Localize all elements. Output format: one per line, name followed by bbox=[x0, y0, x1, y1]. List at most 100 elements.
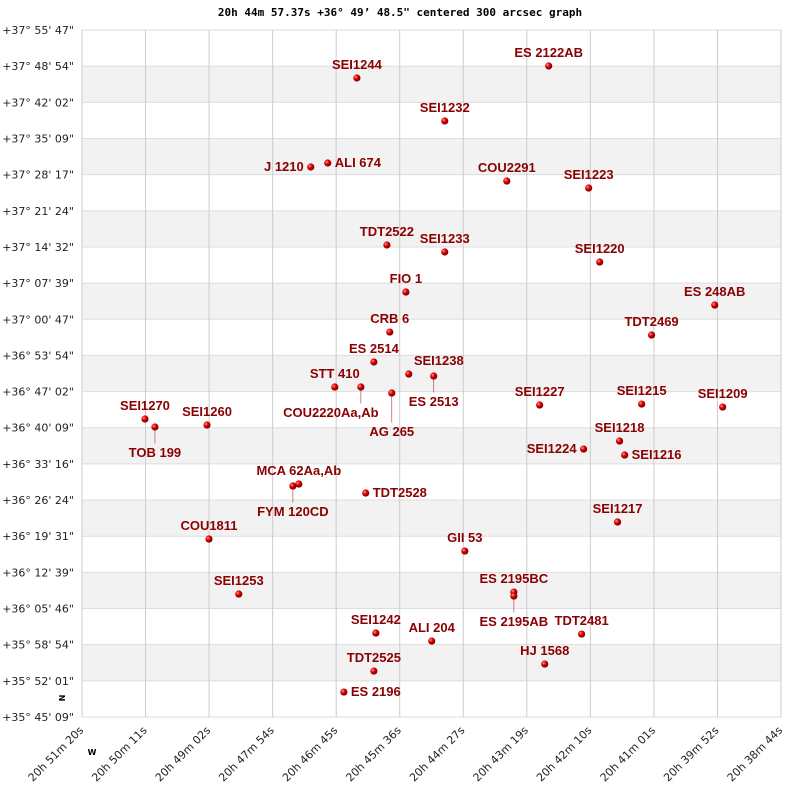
star-point[interactable]: ES 2514 bbox=[349, 341, 400, 366]
star-marker[interactable] bbox=[340, 688, 348, 696]
star-point[interactable]: TOB 199 bbox=[129, 423, 182, 460]
star-marker[interactable] bbox=[388, 389, 396, 397]
plot-band bbox=[82, 210, 781, 247]
star-label: MCA 62Aa,Ab bbox=[256, 463, 341, 478]
star-point[interactable]: MCA 62Aa,Ab bbox=[256, 463, 341, 488]
star-point[interactable]: ES 2513 bbox=[409, 372, 459, 409]
star-marker[interactable] bbox=[205, 535, 213, 543]
star-marker[interactable] bbox=[638, 400, 646, 408]
star-point[interactable]: ALI 674 bbox=[324, 155, 382, 170]
star-marker[interactable] bbox=[711, 301, 719, 309]
star-marker[interactable] bbox=[353, 74, 361, 82]
star-marker[interactable] bbox=[405, 370, 413, 378]
star-marker[interactable] bbox=[615, 437, 624, 445]
plot-band bbox=[82, 572, 781, 609]
star-marker[interactable] bbox=[430, 372, 438, 380]
star-point[interactable]: TDT2481 bbox=[555, 613, 609, 638]
star-marker[interactable] bbox=[383, 241, 391, 249]
star-point[interactable]: ALI 204 bbox=[409, 620, 456, 645]
star-marker[interactable] bbox=[545, 62, 553, 70]
star-marker[interactable] bbox=[613, 518, 622, 526]
star-label: TOB 199 bbox=[129, 445, 182, 460]
star-point[interactable]: SEI1227 bbox=[515, 384, 565, 409]
star-point[interactable]: ES 2122AB bbox=[514, 45, 583, 70]
x-tick-label: 20h 39m 52s bbox=[661, 724, 722, 785]
star-point[interactable]: FYM 120CD bbox=[257, 482, 329, 519]
star-marker[interactable] bbox=[362, 489, 370, 497]
star-marker[interactable] bbox=[579, 445, 588, 453]
star-point[interactable]: SEI1215 bbox=[617, 383, 667, 408]
star-marker[interactable] bbox=[536, 401, 544, 409]
star-point[interactable]: SEI1232 bbox=[420, 100, 470, 125]
star-point[interactable]: TDT2469 bbox=[624, 314, 679, 339]
star-marker[interactable] bbox=[441, 248, 449, 256]
star-marker[interactable] bbox=[141, 415, 149, 423]
star-label: SEI1270 bbox=[120, 398, 170, 413]
star-marker[interactable] bbox=[289, 482, 297, 490]
star-point[interactable]: GII 53 bbox=[447, 530, 483, 555]
star-point[interactable]: SEI1223 bbox=[564, 167, 614, 192]
star-marker[interactable] bbox=[357, 383, 365, 391]
star-marker[interactable] bbox=[441, 117, 449, 125]
star-points: SEI1244 ES 2122AB SEI1232 J 1210 ALI 674 COU2… bbox=[120, 45, 748, 699]
star-point[interactable]: SEI1209 bbox=[698, 386, 748, 411]
star-marker[interactable] bbox=[295, 480, 303, 488]
star-point[interactable]: SEI1242 bbox=[351, 612, 401, 637]
star-marker[interactable] bbox=[621, 451, 629, 459]
star-marker[interactable] bbox=[647, 331, 656, 339]
star-point[interactable]: SEI1260 bbox=[182, 404, 232, 429]
star-point[interactable]: SEI1253 bbox=[214, 573, 264, 598]
star-point[interactable]: SEI1224 bbox=[527, 441, 588, 456]
star-marker[interactable] bbox=[585, 184, 593, 192]
star-point[interactable]: SEI1270 bbox=[120, 398, 170, 423]
star-point[interactable]: SEI1218 bbox=[595, 420, 645, 445]
star-point[interactable]: SEI1244 bbox=[332, 57, 383, 82]
star-point[interactable]: ES 2196 bbox=[340, 684, 401, 699]
star-marker[interactable] bbox=[578, 630, 586, 638]
x-tick-label: 20h 46m 45s bbox=[280, 724, 341, 785]
star-label: ES 2514 bbox=[349, 341, 400, 356]
star-marker[interactable] bbox=[503, 177, 511, 185]
star-marker[interactable] bbox=[461, 547, 469, 555]
star-point[interactable]: STT 410 bbox=[310, 366, 360, 391]
star-marker[interactable] bbox=[541, 660, 549, 668]
y-tick-label: +37° 42' 02" bbox=[2, 96, 74, 109]
star-marker[interactable] bbox=[402, 288, 410, 296]
star-point[interactable]: HJ 1568 bbox=[520, 643, 569, 668]
star-point[interactable]: ES 248AB bbox=[684, 284, 745, 309]
star-point[interactable]: SEI1238 bbox=[405, 353, 464, 378]
star-point[interactable]: TDT2522 bbox=[360, 224, 414, 249]
star-point[interactable]: ES 2195AB bbox=[480, 592, 549, 629]
star-marker[interactable] bbox=[203, 421, 211, 429]
star-marker[interactable] bbox=[324, 159, 332, 167]
star-marker[interactable] bbox=[307, 163, 315, 171]
star-marker[interactable] bbox=[235, 590, 243, 598]
star-marker[interactable] bbox=[331, 383, 339, 391]
star-point[interactable]: COU2220Aa,Ab bbox=[283, 383, 379, 420]
star-point[interactable]: SEI1220 bbox=[575, 241, 625, 266]
star-marker[interactable] bbox=[151, 423, 159, 431]
star-marker[interactable] bbox=[370, 358, 378, 366]
star-point[interactable]: SEI1233 bbox=[420, 231, 470, 256]
star-marker[interactable] bbox=[596, 258, 604, 266]
star-point[interactable]: TDT2525 bbox=[347, 650, 401, 675]
star-marker[interactable] bbox=[370, 667, 378, 675]
star-point[interactable]: AG 265 bbox=[369, 389, 414, 439]
star-label: FYM 120CD bbox=[257, 504, 329, 519]
star-marker[interactable] bbox=[719, 403, 727, 411]
star-point[interactable]: TDT2528 bbox=[362, 485, 427, 500]
star-marker[interactable] bbox=[386, 328, 394, 336]
x-tick-label: 20h 41m 01s bbox=[598, 724, 659, 785]
star-point[interactable]: COU2291 bbox=[478, 160, 536, 185]
star-point[interactable]: J 1210 bbox=[264, 159, 315, 174]
star-point[interactable]: FIO 1 bbox=[390, 271, 423, 296]
star-marker[interactable] bbox=[428, 637, 436, 645]
star-point[interactable]: COU1811 bbox=[180, 518, 238, 543]
star-marker[interactable] bbox=[510, 592, 518, 600]
star-marker[interactable] bbox=[372, 629, 380, 637]
star-label: SEI1233 bbox=[420, 231, 470, 246]
star-point[interactable]: CRB 6 bbox=[370, 311, 409, 336]
star-point[interactable]: SEI1217 bbox=[593, 501, 643, 526]
y-tick-label: +37° 14' 32" bbox=[2, 241, 74, 254]
star-point[interactable]: SEI1216 bbox=[621, 447, 682, 462]
